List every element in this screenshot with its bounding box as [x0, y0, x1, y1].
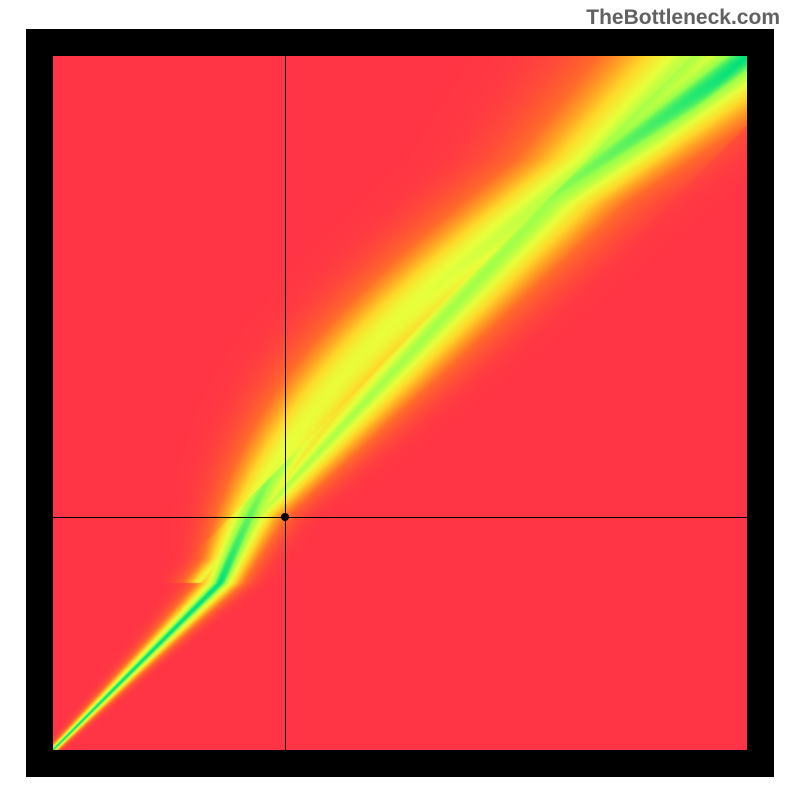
chart-frame: [26, 29, 774, 777]
crosshair-horizontal: [53, 517, 747, 518]
data-point-marker: [281, 513, 289, 521]
heatmap-canvas: [53, 56, 747, 750]
attribution-text: TheBottleneck.com: [586, 6, 780, 30]
crosshair-vertical: [285, 56, 286, 750]
image-root: TheBottleneck.com: [0, 0, 800, 800]
heatmap-plot: [53, 56, 747, 750]
